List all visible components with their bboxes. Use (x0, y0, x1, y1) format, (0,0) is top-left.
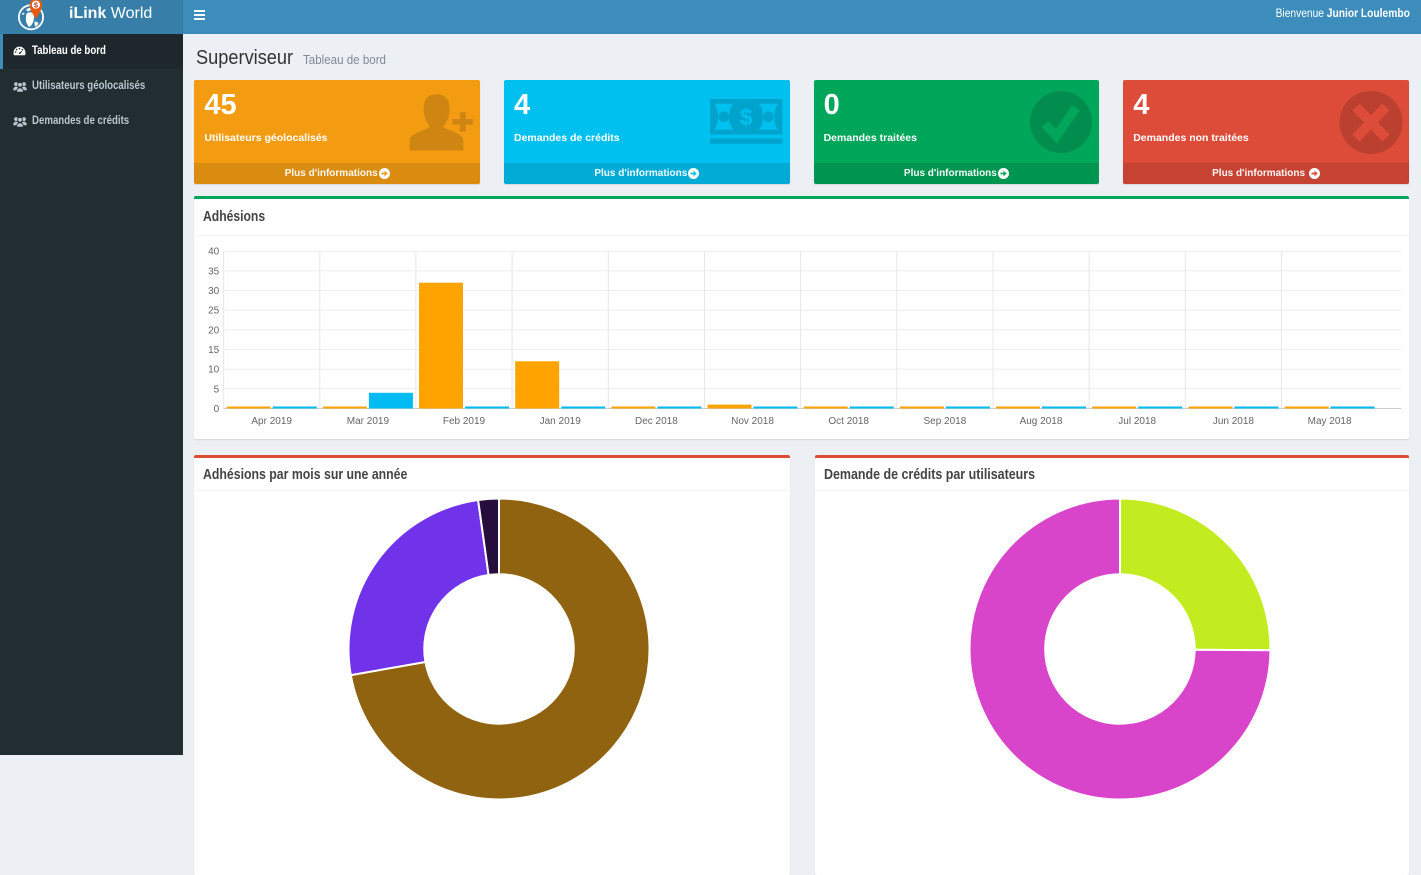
svg-text:25: 25 (208, 305, 220, 316)
svg-text:35: 35 (208, 266, 220, 277)
svg-text:Jun 2018: Jun 2018 (1213, 416, 1255, 427)
svg-text:Apr 2019: Apr 2019 (252, 416, 293, 427)
svg-text:Oct 2018: Oct 2018 (829, 416, 870, 427)
svg-text:20: 20 (208, 325, 220, 336)
svg-text:$: $ (34, 0, 39, 9)
svg-text:Mar 2019: Mar 2019 (347, 416, 390, 427)
svg-text:40: 40 (208, 246, 220, 257)
svg-text:Dec 2018: Dec 2018 (635, 416, 678, 427)
svg-text:Jul 2018: Jul 2018 (1119, 416, 1157, 427)
svg-text:$: $ (739, 104, 752, 130)
svg-text:Jan 2019: Jan 2019 (540, 416, 582, 427)
svg-text:Nov 2018: Nov 2018 (731, 416, 774, 427)
svg-text:0: 0 (214, 404, 220, 415)
svg-text:Sep 2018: Sep 2018 (924, 416, 967, 427)
svg-text:Feb 2019: Feb 2019 (443, 416, 486, 427)
svg-text:15: 15 (208, 345, 220, 356)
svg-text:Aug 2018: Aug 2018 (1020, 416, 1063, 427)
svg-text:5: 5 (214, 384, 220, 395)
svg-text:10: 10 (208, 364, 220, 375)
svg-text:30: 30 (208, 286, 220, 297)
svg-text:May 2018: May 2018 (1308, 416, 1352, 427)
